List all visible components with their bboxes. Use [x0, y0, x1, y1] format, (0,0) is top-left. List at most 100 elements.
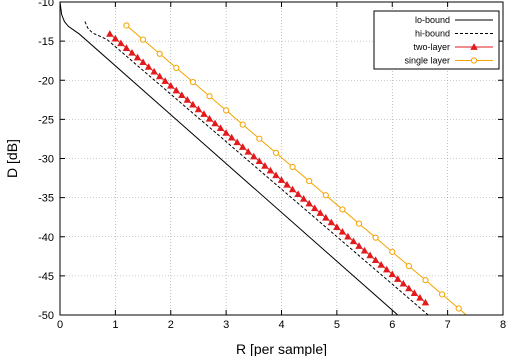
- two-layer-point: [360, 246, 369, 254]
- y-tick-label: -25: [38, 114, 54, 126]
- x-tick-label: 2: [168, 319, 174, 331]
- two-layer-point: [222, 129, 230, 136]
- legend-box: [373, 10, 500, 70]
- two-layer-point: [211, 119, 219, 127]
- two-layer-point: [144, 63, 153, 70]
- single-layer-point: [489, 334, 494, 339]
- two-layer-point: [128, 48, 136, 56]
- two-layer-point: [117, 39, 125, 47]
- single-layer-point: [139, 36, 147, 43]
- y-tick-label: -45: [38, 271, 54, 283]
- single-layer-point: [355, 220, 363, 227]
- two-layer-point: [277, 176, 286, 183]
- x-tick-label: 3: [223, 319, 229, 331]
- series-lo-bound: [60, 2, 399, 315]
- series-two-layer: [106, 30, 430, 306]
- two-layer-point: [139, 58, 147, 66]
- two-layer-point: [244, 147, 252, 155]
- legend-label: single layer: [404, 56, 450, 66]
- two-layer-point: [155, 72, 164, 80]
- single-layer-point: [256, 135, 263, 142]
- two-layer-point: [216, 124, 225, 131]
- two-layer-point: [299, 195, 308, 202]
- two-layer-point: [272, 171, 280, 179]
- single-layer-point: [306, 178, 313, 185]
- two-layer-point: [333, 223, 341, 230]
- single-layer-point: [422, 277, 429, 284]
- x-axis-title: R [per sample]: [236, 341, 327, 356]
- single-layer-point: [389, 248, 396, 255]
- series-single-layer: [123, 22, 494, 339]
- single-layer-point: [206, 93, 213, 100]
- legend-item-two-layer: two-layer: [413, 42, 493, 52]
- legend-two-layer-point: [470, 43, 478, 50]
- two-layer-point: [172, 86, 180, 94]
- two-layer-point: [161, 77, 169, 84]
- two-layer-point: [167, 81, 175, 89]
- x-tick-label: 7: [445, 319, 451, 331]
- two-layer-point: [288, 185, 297, 193]
- legend-item-single-layer: single layer: [404, 56, 493, 66]
- y-axis-title: D [dB]: [4, 139, 20, 178]
- single-layer-point: [339, 206, 346, 213]
- single-layer-point: [173, 64, 180, 71]
- single-layer-point: [405, 262, 412, 270]
- two-layer-point: [227, 133, 236, 141]
- two-layer-point: [183, 96, 192, 103]
- two-layer-point: [150, 67, 158, 75]
- two-layer-point: [106, 30, 114, 37]
- single-layer-point: [289, 163, 296, 171]
- two-layer-point: [338, 228, 347, 235]
- legend-item-lo-bound: lo-bound: [415, 15, 493, 25]
- y-tick-label: -40: [38, 232, 54, 244]
- two-layer-point: [322, 213, 330, 221]
- ticks: 0 1 2 3 4 5 6 7 8 -10 -15 -20 -25 -30 -35 -40 -45 -50: [38, 0, 506, 331]
- two-layer-point: [416, 293, 424, 301]
- single-layer-point: [189, 78, 196, 86]
- two-layer-point: [355, 242, 363, 249]
- y-tick-label: -20: [38, 75, 54, 87]
- series-hi-bound: [84, 21, 429, 315]
- two-layer-point: [305, 199, 313, 207]
- legend-single-layer-point: [470, 57, 478, 64]
- two-layer-point: [200, 110, 208, 117]
- y-tick-label: -35: [38, 193, 54, 205]
- hi-bound-line: [84, 21, 429, 315]
- single-layer-point: [223, 107, 230, 114]
- two-layer-point: [122, 44, 131, 51]
- two-layer-point: [405, 284, 413, 292]
- single-layer-point: [473, 320, 478, 325]
- two-layer-point: [311, 204, 319, 212]
- x-tick-label: 1: [112, 319, 118, 331]
- single-layer-point: [239, 121, 246, 128]
- y-tick-label: -50: [38, 310, 54, 322]
- x-tick-label: 4: [278, 319, 284, 331]
- two-layer-point: [189, 100, 197, 108]
- two-layer-point: [178, 91, 186, 99]
- two-layer-point: [294, 190, 302, 198]
- series-layer: [60, 2, 494, 339]
- y-tick-label: -15: [38, 36, 54, 48]
- two-layer-point: [410, 289, 419, 296]
- y-tick-label: -30: [38, 154, 54, 166]
- x-tick-label: 6: [389, 319, 395, 331]
- single-layer-point: [438, 291, 446, 298]
- two-layer-point: [388, 270, 396, 278]
- two-layer-point: [316, 209, 324, 216]
- two-layer-point: [371, 256, 380, 264]
- two-layer-point: [421, 298, 430, 306]
- two-layer-point: [266, 166, 275, 174]
- legend-label: lo-bound: [415, 15, 450, 25]
- single-layer-point: [372, 234, 379, 241]
- two-layer-point: [377, 261, 385, 268]
- x-tick-label: 5: [334, 319, 340, 331]
- single-layer-point: [156, 50, 163, 57]
- two-layer-point: [205, 114, 214, 122]
- two-layer-point: [394, 275, 402, 282]
- single-layer-point: [123, 22, 130, 29]
- single-layer-point: [322, 192, 329, 199]
- single-layer-point: [272, 149, 280, 156]
- single-layer-point: [455, 305, 462, 312]
